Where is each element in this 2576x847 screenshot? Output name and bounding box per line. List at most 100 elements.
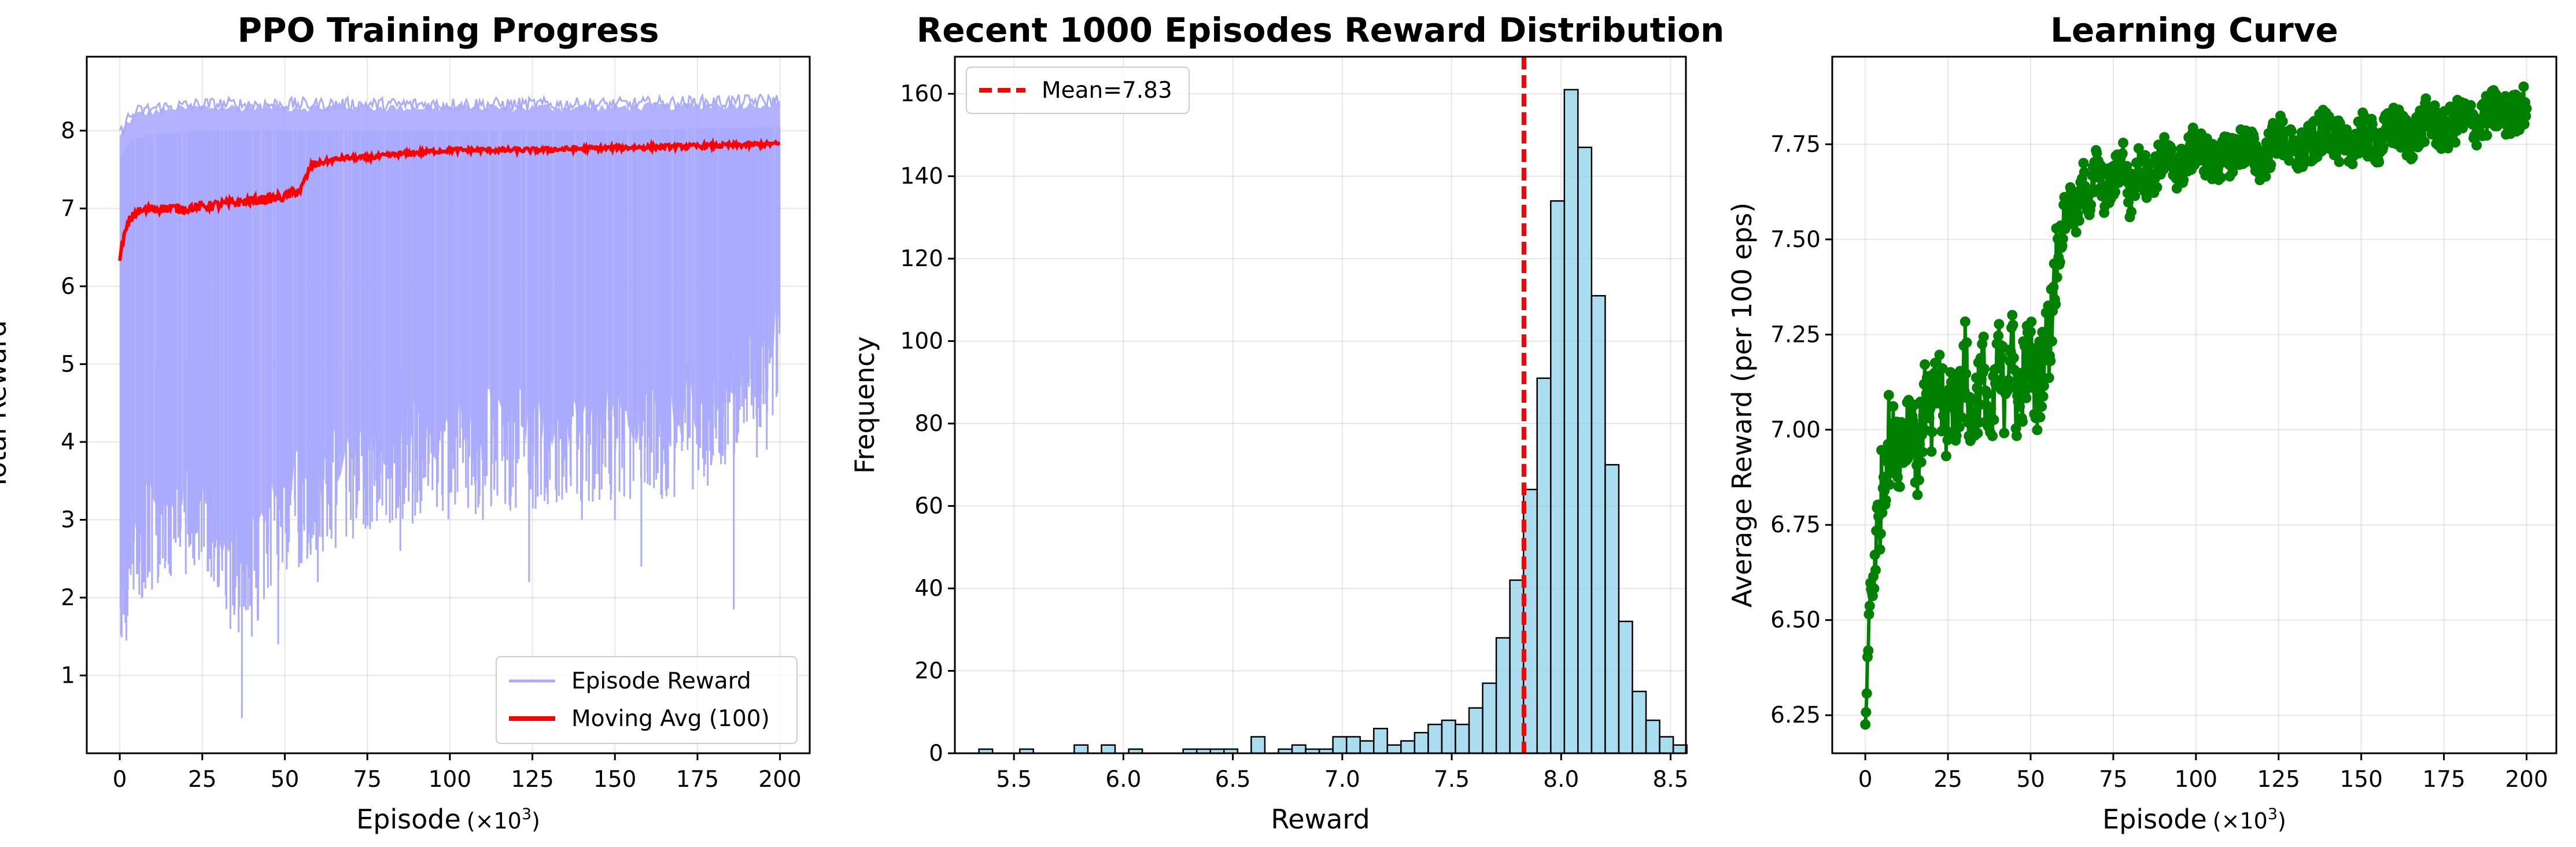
- histogram-bar: [1577, 146, 1593, 754]
- legend-label-mean: Mean=7.83: [1042, 78, 1172, 104]
- learning-curve-point: [1959, 316, 1970, 327]
- series-layer: [1860, 81, 2532, 730]
- x-tick-label: 175: [2422, 767, 2465, 793]
- learning-curve-point: [1975, 353, 1986, 364]
- learning-curve-point: [1993, 330, 2004, 341]
- learning-curve-point: [1951, 430, 1962, 441]
- learning-curve-point: [2080, 181, 2090, 192]
- learning-curve-point: [2017, 416, 2028, 427]
- x-axis-label: Reward: [1271, 804, 1370, 835]
- learning-curve-point: [1894, 481, 1905, 492]
- learning-curve-point: [2051, 272, 2062, 283]
- histogram-bar: [1250, 736, 1266, 754]
- x-tick-label: 100: [2175, 767, 2217, 793]
- learning-curve-point: [1924, 413, 1935, 423]
- learning-curve-point: [1884, 479, 1895, 490]
- learning-curve-point: [2286, 126, 2297, 137]
- learning-curve-point: [2046, 336, 2057, 347]
- x-tick-label: 200: [758, 767, 801, 793]
- learning-curve-point: [1996, 352, 2007, 363]
- y-tick-label: 4: [61, 429, 75, 455]
- learning-curve-point: [2442, 143, 2453, 154]
- learning-curve-point: [1869, 583, 1880, 594]
- chart-title: Recent 1000 Episodes Reward Distribution: [917, 10, 1725, 50]
- x-tick-label: 150: [593, 767, 636, 793]
- learning-curve-point: [1916, 456, 1927, 467]
- learning-curve-point: [2521, 103, 2532, 114]
- y-tick-label: 0: [929, 741, 943, 767]
- y-tick-label: 6.50: [1770, 607, 1821, 634]
- learning-curve-point: [1999, 428, 2010, 439]
- learning-curve-point: [2520, 111, 2531, 121]
- learning-curve-point: [1870, 565, 1881, 576]
- x-tick-label: 200: [2505, 767, 2548, 793]
- learning-curve-point: [2284, 155, 2295, 166]
- learning-curve-point: [2316, 146, 2327, 157]
- y-tick-label: 3: [61, 507, 75, 533]
- x-tick-label: 5.5: [996, 767, 1032, 793]
- y-axis-label: Frequency: [849, 336, 880, 474]
- learning-curve-point: [1915, 396, 1926, 407]
- x-tick-label: 50: [271, 767, 300, 793]
- learning-curve-point: [2133, 143, 2144, 154]
- learning-curve-point: [2045, 355, 2056, 366]
- learning-curve-point: [2227, 167, 2238, 178]
- learning-curve-point: [1874, 544, 1885, 555]
- learning-curve-point: [1937, 410, 1948, 421]
- learning-curve-point: [2008, 352, 2019, 363]
- histogram-bar: [1441, 719, 1456, 754]
- y-tick-label: 100: [901, 329, 943, 355]
- learning-curve-point: [1994, 363, 2005, 374]
- learning-curve-point: [2011, 430, 2022, 441]
- learning-curve-point: [2187, 122, 2198, 133]
- learning-curve-point: [2016, 367, 2027, 378]
- y-tick-label: 160: [901, 81, 943, 107]
- y-tick-label: 8: [61, 118, 75, 144]
- learning-curve-point: [1877, 507, 1888, 518]
- x-axis-label: Episode (×103): [356, 804, 540, 835]
- learning-curve-point: [1888, 401, 1899, 412]
- learning-curve-point: [2014, 401, 2025, 412]
- plot-frame: [86, 56, 811, 754]
- learning-curve-point: [2118, 137, 2129, 148]
- learning-curve-point: [2086, 200, 2097, 211]
- learning-curve-point: [2140, 150, 2151, 161]
- learning-curve-point: [2079, 167, 2090, 178]
- learning-curve-point: [1987, 430, 1998, 441]
- histogram-bar: [1550, 200, 1566, 754]
- histogram-bar: [1482, 682, 1497, 754]
- histogram-bar: [1101, 744, 1116, 754]
- y-axis-label: Average Reward (per 100 eps): [1726, 202, 1758, 607]
- learning-curve-point: [2334, 156, 2345, 167]
- learning-curve-point: [2048, 282, 2059, 293]
- learning-curve-point: [1899, 439, 1910, 450]
- learning-curve-point: [2036, 401, 2047, 412]
- learning-curve-point: [2519, 119, 2530, 130]
- histogram-bar: [1359, 740, 1375, 754]
- x-tick-label: 150: [2339, 767, 2382, 793]
- histogram-bar: [1455, 723, 1470, 754]
- legend-box: [966, 67, 1190, 114]
- x-tick-label: 75: [353, 767, 382, 793]
- histogram-bar: [1332, 736, 1348, 754]
- x-tick-label: 8.5: [1652, 767, 1688, 793]
- learning-curve-point: [1934, 349, 1945, 360]
- y-tick-label: 80: [914, 411, 943, 437]
- x-tick-label: 8.0: [1543, 767, 1579, 793]
- y-tick-label: 120: [901, 246, 943, 272]
- learning-curve-point: [1892, 472, 1903, 483]
- learning-curve-point: [2130, 190, 2140, 201]
- y-tick-label: 6.75: [1770, 512, 1821, 538]
- y-tick-label: 7.75: [1770, 131, 1821, 157]
- learning-curve-point: [2026, 316, 2037, 327]
- learning-curve-point: [2021, 392, 2032, 403]
- learning-curve-point: [1885, 438, 1896, 449]
- histogram-bar: [1659, 736, 1674, 754]
- panel-reward-distribution: 5.5 6.0 6.5 7.0 7.5 8.0 8.5 0 20 40 60 80 100 120 140 1…: [849, 10, 1724, 835]
- y-tick-label: 2: [61, 585, 75, 611]
- x-axis-label: Episode (×103): [2102, 804, 2286, 835]
- learning-curve-point: [1991, 374, 2002, 385]
- tick-labels: 0 25 50 75 100 125 150 175 200 6.25 6.50 6.75 7.00 7.…: [1770, 131, 2548, 793]
- x-tick-label: 175: [676, 767, 719, 793]
- histogram-bar: [1604, 464, 1620, 754]
